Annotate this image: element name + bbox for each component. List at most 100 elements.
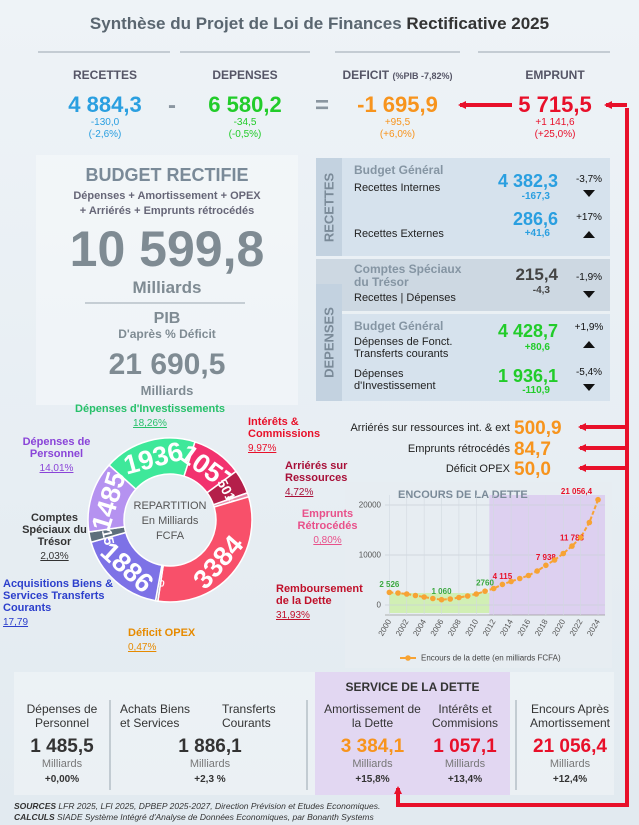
line-point [403,591,410,597]
row-group: Budget Général [354,163,444,177]
summary-label: DEFICIT (%PIB -7,82%) [330,68,465,82]
pie-value-label: 50 [154,577,166,588]
item-label: Dépenses de Personnel [26,702,98,730]
line-point [569,543,575,549]
row-label: Recettes Internes [354,182,441,194]
depenses-panel [316,314,610,401]
legend-label: Encours de la dette (en milliards FCFA) [421,654,561,663]
row-value: 286,6 [512,209,558,229]
recettes-panel [316,158,610,256]
budget-line: + Arriérés + Emprunts rétrocédés [79,205,255,217]
line-point [508,578,514,585]
pie-category-label: Dépenses de Personnel [22,436,91,460]
line-point [438,596,445,603]
pie-category-label: Dépenses d'Investissements [75,403,225,415]
row-change: -4,3 [532,285,550,296]
line-point [490,585,497,592]
x-tick-label: 2010 [464,617,481,637]
item-change: +2,3 % [194,774,226,785]
pie-category-label: Déficit OPEX [128,627,196,639]
row-pct: -5,4% [575,367,603,378]
pie-percent-label: 17,79 [3,617,29,628]
section-label: RECETTES [321,172,337,243]
item-value: 21 056,4 [533,736,607,757]
pie-percent-label: 14,01% [39,463,74,474]
item-change: +15,8% [355,774,390,785]
pie-slice [87,464,137,533]
trend-arrow [583,341,595,348]
cst-panel [316,259,610,311]
summary-pct: (+6,0%) [379,129,416,140]
operator: - [168,92,176,119]
line-point [412,592,419,599]
line-point [482,588,488,594]
point-label: 11 783 [560,534,585,543]
budget-value: 10 599,8 [69,221,265,277]
line-point [447,596,454,602]
item-label: Intérêts et Commisions [431,702,498,730]
extra-label: Arriérés sur ressources int. & ext [350,422,510,434]
y-tick-label: 10000 [359,551,382,560]
row-pct: +1,9% [574,322,604,333]
pie-category-label: Comptes Spéciaux du Trésor [22,512,87,548]
item-value: 1 485,5 [30,736,94,757]
footer-calc: CALCULS SIADE Système Intégré d'Analyse … [14,812,374,822]
row-label: Recettes Externes [354,228,444,240]
depenses-strip [316,284,342,401]
line-point [525,572,532,579]
item-label: Achats Biens et Services [120,702,191,730]
extra-label: Emprunts rétrocédés [407,443,510,455]
title-text: Synthèse du Projet de Loi de Finances [89,14,402,33]
row-label: Dépenses d'Investissement [354,368,436,392]
summary-change: +1 141,6 [535,117,575,128]
item-unit: Milliards [549,758,591,770]
item-change: +0,00% [44,774,80,785]
pie-percent-label: 31,93% [276,610,310,621]
summary-value: -1 695,9 [357,92,438,117]
summary-label: DEPENSES [212,68,278,82]
pib-sub: D'après % Déficit [118,327,216,341]
chart-title: ENCOURS DE LA DETTE [398,489,528,501]
red-connectors [394,101,629,807]
title-bold: Rectificative 2025 [406,14,550,33]
pie-percent-label: 18,26% [133,418,167,429]
summary-change: -130,0 [90,117,120,128]
row-group: Comptes Spéciaux du Trésor [354,262,462,289]
budget-unit: Milliards [132,278,202,297]
service-panel [315,672,510,795]
bottom-panel [14,672,614,795]
summary-change: -34,5 [233,117,257,128]
line-point [543,562,549,569]
line-point [473,591,480,597]
line-point [534,568,540,574]
row-label: Dépenses de Fonct. Transferts courants [354,336,453,360]
summary-change: +95,5 [384,117,411,128]
pie-percent-label: 4,72% [285,487,314,498]
budget-line: Dépenses + Amortissement + OPEX [73,190,261,202]
service-title: SERVICE DE LA DETTE [345,680,480,694]
pib-value: 21 690,5 [108,348,226,381]
point-label: 21 056,4 [561,487,593,496]
x-tick-label: 2018 [533,617,550,637]
pie-slice [157,495,253,603]
x-tick-label: 2022 [568,617,585,637]
row-value: 1 936,1 [497,366,558,386]
line-point [595,496,601,503]
point-label: 4 115 [493,572,513,581]
pie-center-label: FCFA [156,530,185,542]
line-point [499,581,506,588]
line-point [421,594,427,600]
line-point [560,550,567,557]
row-change: -167,3 [521,191,550,202]
legend-marker [405,655,411,661]
footer-sources: SOURCES LFR 2025, LFI 2025, DPBEP 2025-2… [14,801,380,811]
trend-arrow [583,190,595,197]
x-tick-label: 2016 [516,617,533,637]
budget-title: BUDGET RECTIFIE [85,165,249,185]
summary-value: 5 715,5 [518,92,592,117]
pie-category-label: Emprunts Rétrocédés [297,508,358,532]
pie-category-label: Remboursement de la Dette [276,583,363,607]
footer-label: SOURCES [14,801,57,811]
line-point [464,593,471,599]
line-point [551,557,558,563]
